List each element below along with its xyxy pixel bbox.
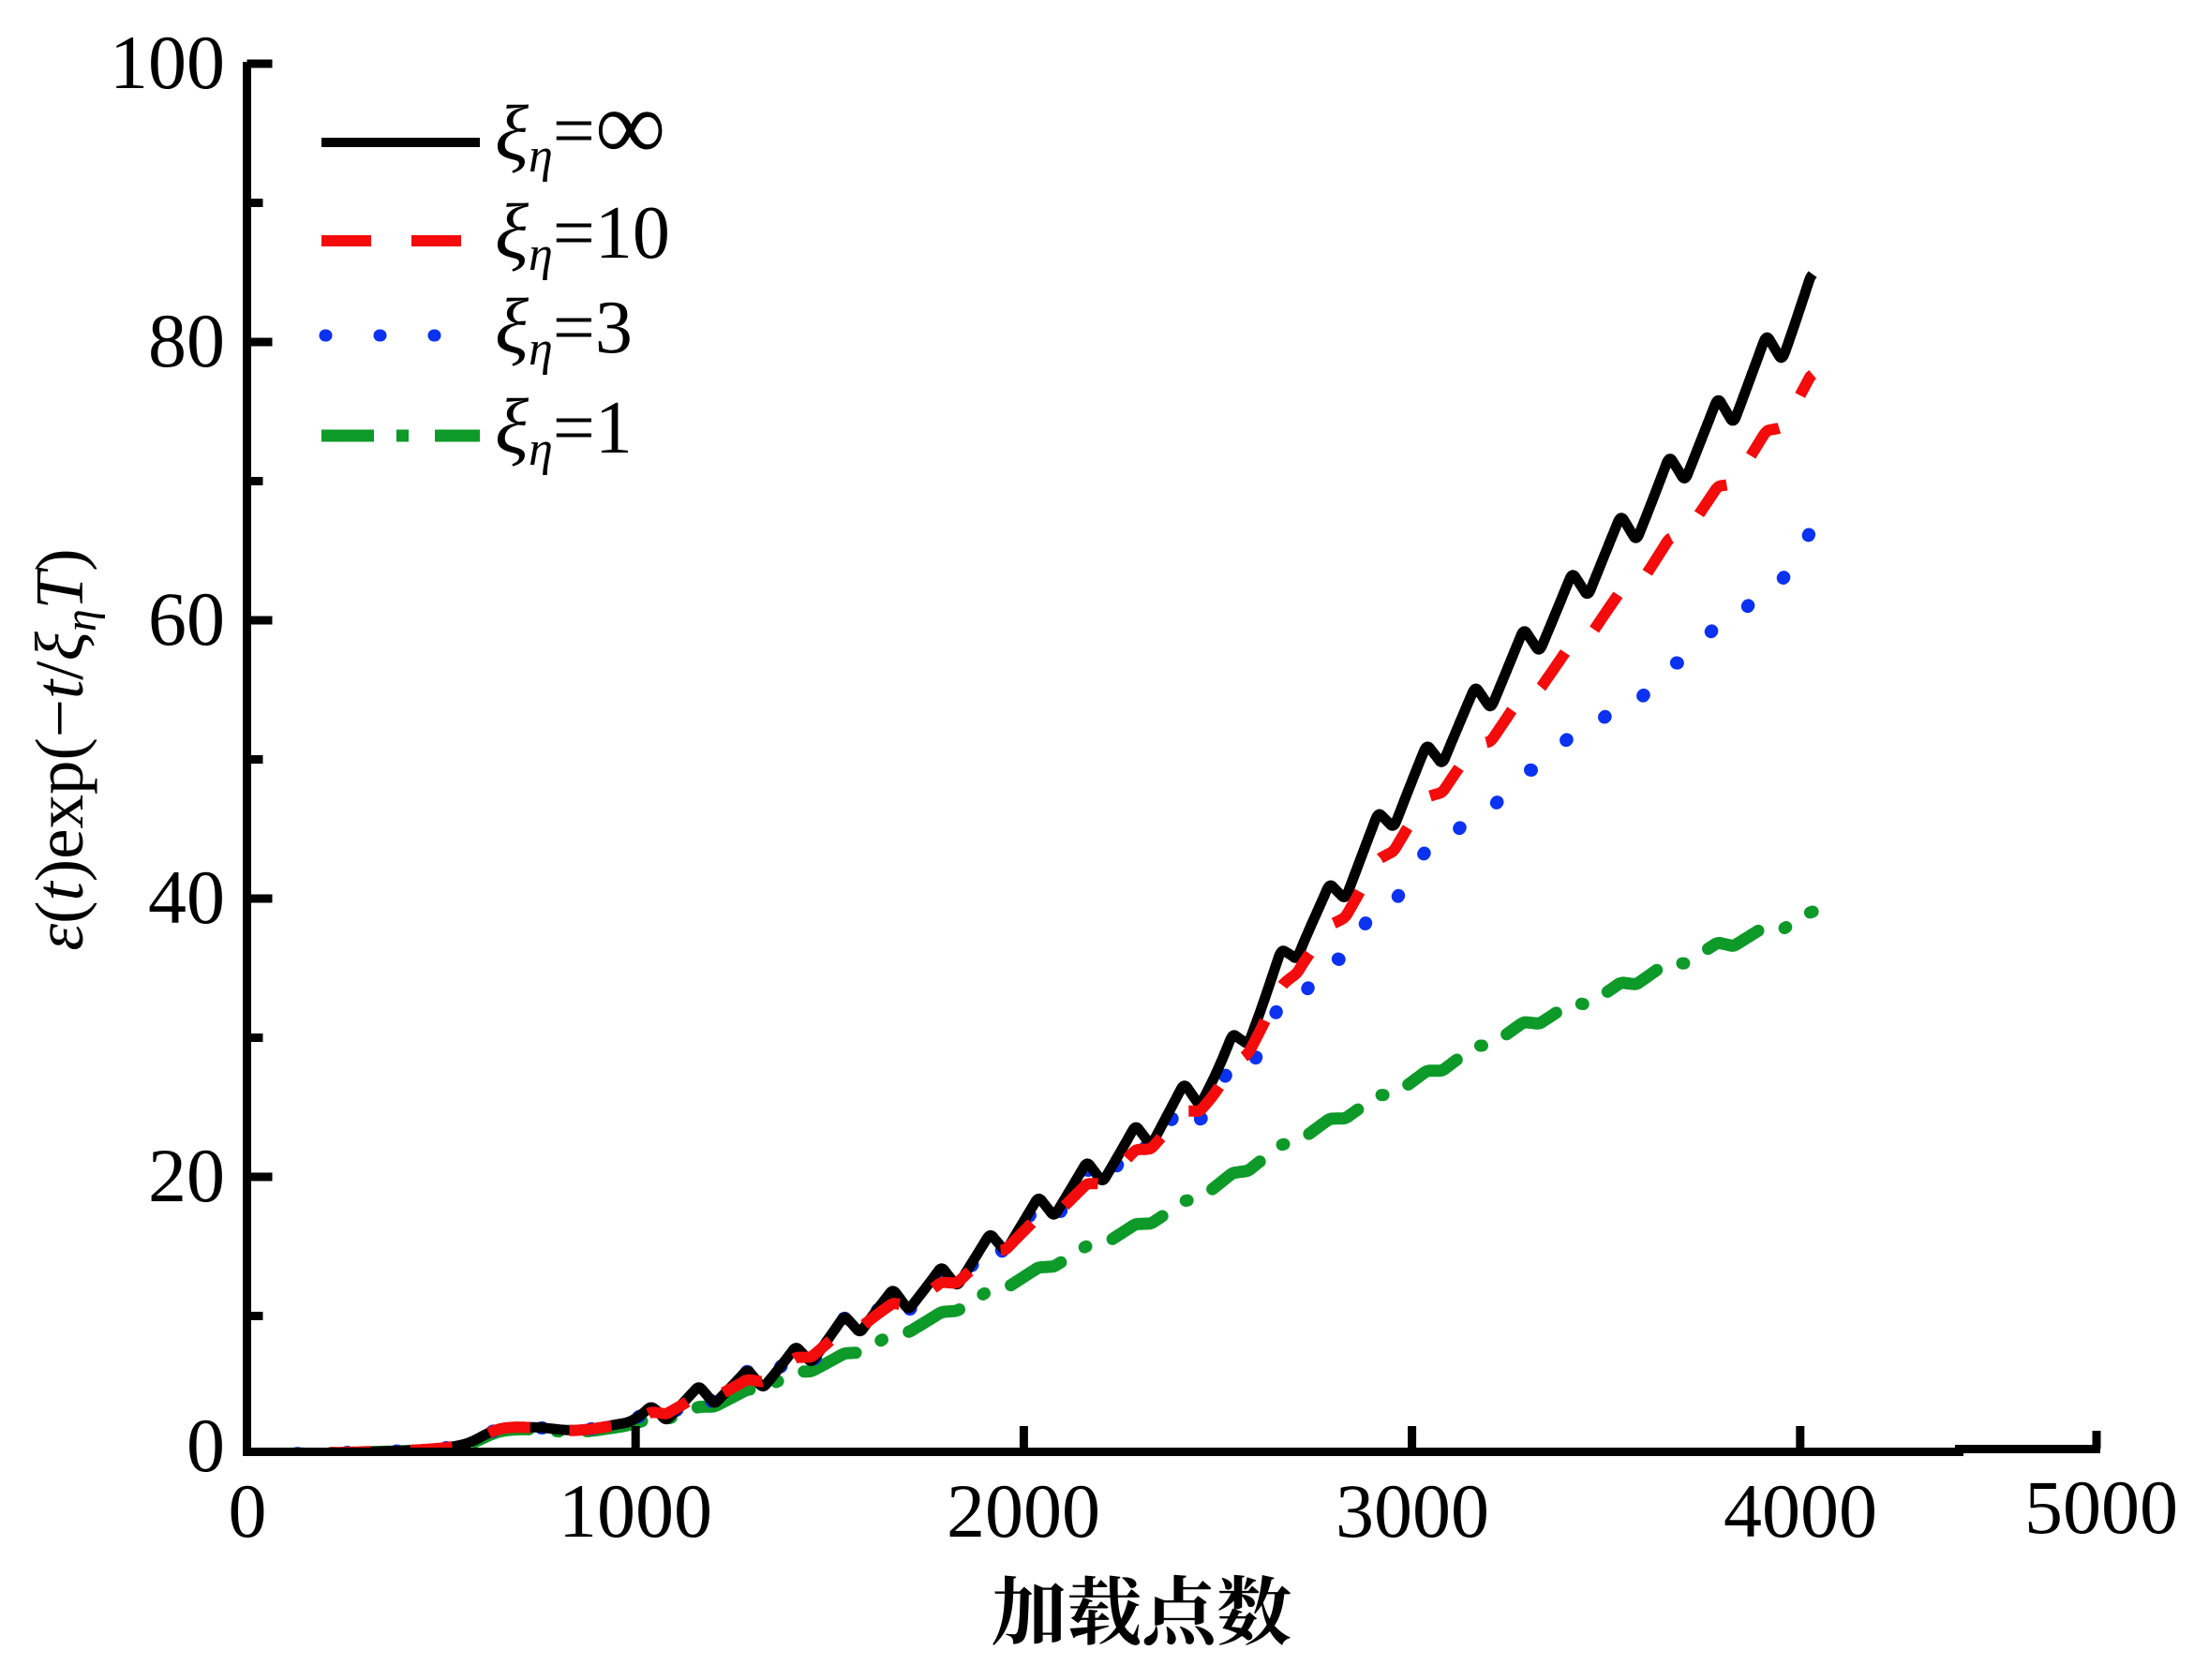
svg-text:80: 80 [148, 298, 225, 383]
svg-text:ε(t)exp(−t/ξηT): ε(t)exp(−t/ξηT) [22, 548, 106, 950]
svg-text:4000: 4000 [1724, 1468, 1877, 1554]
svg-text:ξη=1: ξη=1 [495, 383, 633, 476]
svg-text:2000: 2000 [947, 1468, 1100, 1554]
svg-text:40: 40 [148, 855, 225, 940]
svg-text:1000: 1000 [559, 1468, 712, 1554]
svg-text:20: 20 [148, 1133, 225, 1218]
svg-text:5000: 5000 [2024, 1464, 2178, 1550]
svg-text:0: 0 [187, 1403, 225, 1488]
svg-text:ξη=3: ξη=3 [495, 283, 633, 376]
svg-text:ξη=10: ξη=10 [495, 188, 670, 281]
svg-text:ξη=∞: ξη=∞ [495, 71, 665, 183]
svg-text:100: 100 [110, 20, 225, 105]
svg-text:60: 60 [148, 576, 225, 662]
svg-text:3000: 3000 [1336, 1468, 1489, 1554]
svg-text:0: 0 [229, 1468, 267, 1554]
